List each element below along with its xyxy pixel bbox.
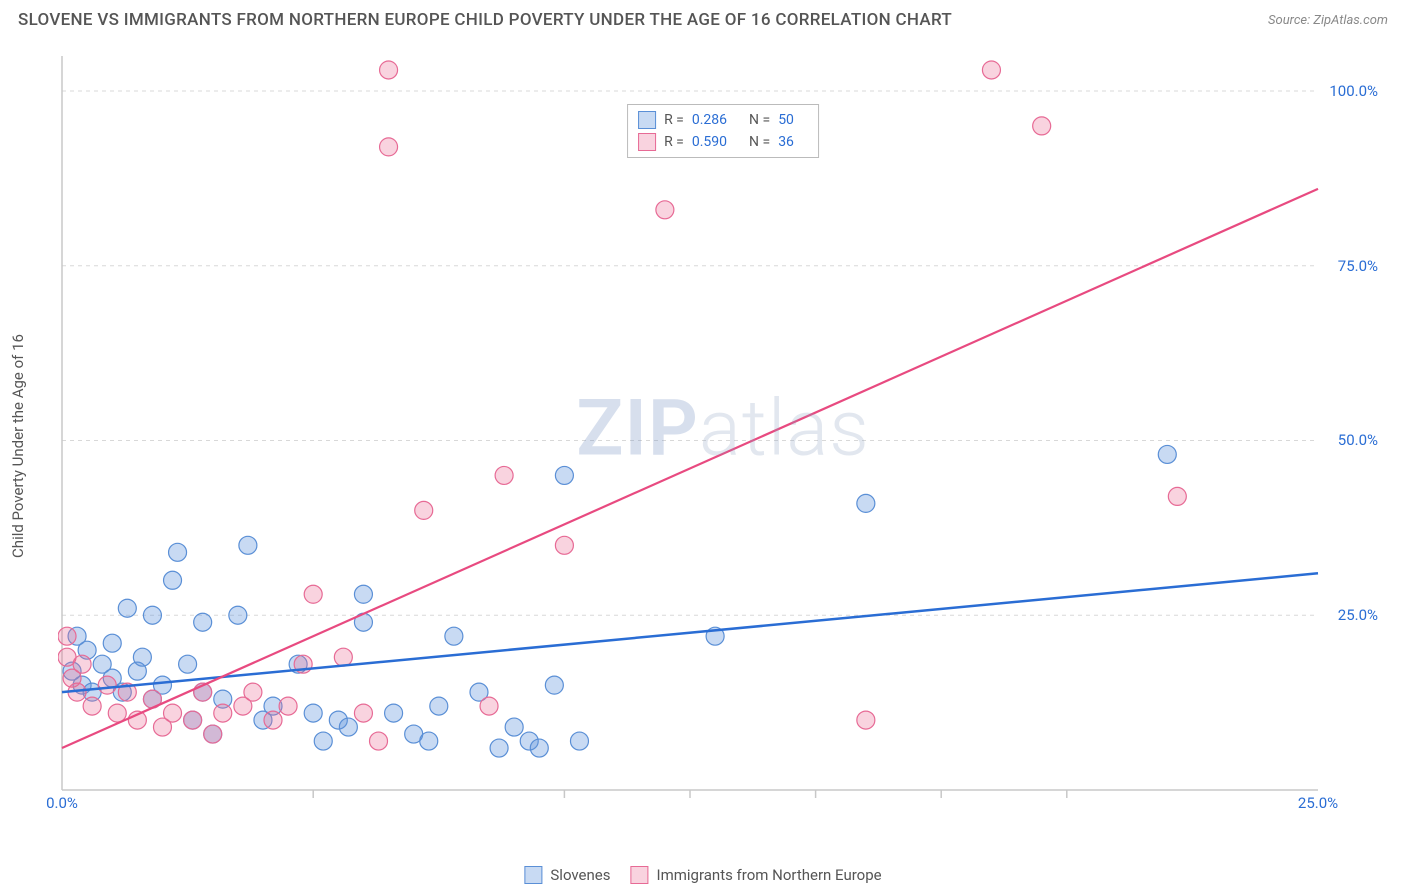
legend-item-slovenes: Slovenes [524, 866, 610, 884]
swatch-immigrants [638, 133, 656, 151]
chart-header: SLOVENE VS IMMIGRANTS FROM NORTHERN EURO… [0, 0, 1406, 36]
y-tick-label: 100.0% [1329, 82, 1378, 100]
x-tick-label: 25.0% [1298, 794, 1338, 812]
legend-row-1: R = 0.286 N = 50 [638, 109, 808, 131]
chart-source: Source: ZipAtlas.com [1268, 13, 1388, 28]
r-value-1: 0.286 [692, 109, 727, 131]
y-axis-label: Child Poverty Under the Age of 16 [9, 334, 27, 558]
legend-item-immigrants: Immigrants from Northern Europe [631, 866, 882, 884]
r-label: R = [664, 109, 684, 131]
chart-area: ZIPatlas R = 0.286 N = 50 R = 0.590 N = … [58, 50, 1388, 840]
n-value-1: 50 [778, 109, 794, 131]
y-tick-label: 75.0% [1338, 257, 1378, 275]
series-legend: Slovenes Immigrants from Northern Europe [524, 866, 881, 884]
legend-row-2: R = 0.590 N = 36 [638, 131, 808, 153]
r-value-2: 0.590 [692, 131, 727, 153]
scatter-plot [58, 50, 1388, 840]
n-value-2: 36 [778, 131, 794, 153]
legend-label-immigrants: Immigrants from Northern Europe [657, 866, 882, 884]
swatch-slovenes [638, 111, 656, 129]
y-tick-label: 50.0% [1338, 431, 1378, 449]
legend-label-slovenes: Slovenes [550, 866, 610, 884]
y-tick-label: 25.0% [1338, 606, 1378, 624]
n-label: N = [749, 131, 770, 153]
chart-title: SLOVENE VS IMMIGRANTS FROM NORTHERN EURO… [18, 10, 952, 30]
x-tick-label: 0.0% [46, 794, 78, 812]
r-label: R = [664, 131, 684, 153]
correlation-legend: R = 0.286 N = 50 R = 0.590 N = 36 [627, 104, 819, 158]
n-label: N = [749, 109, 770, 131]
legend-swatch-immigrants [631, 866, 649, 884]
legend-swatch-slovenes [524, 866, 542, 884]
